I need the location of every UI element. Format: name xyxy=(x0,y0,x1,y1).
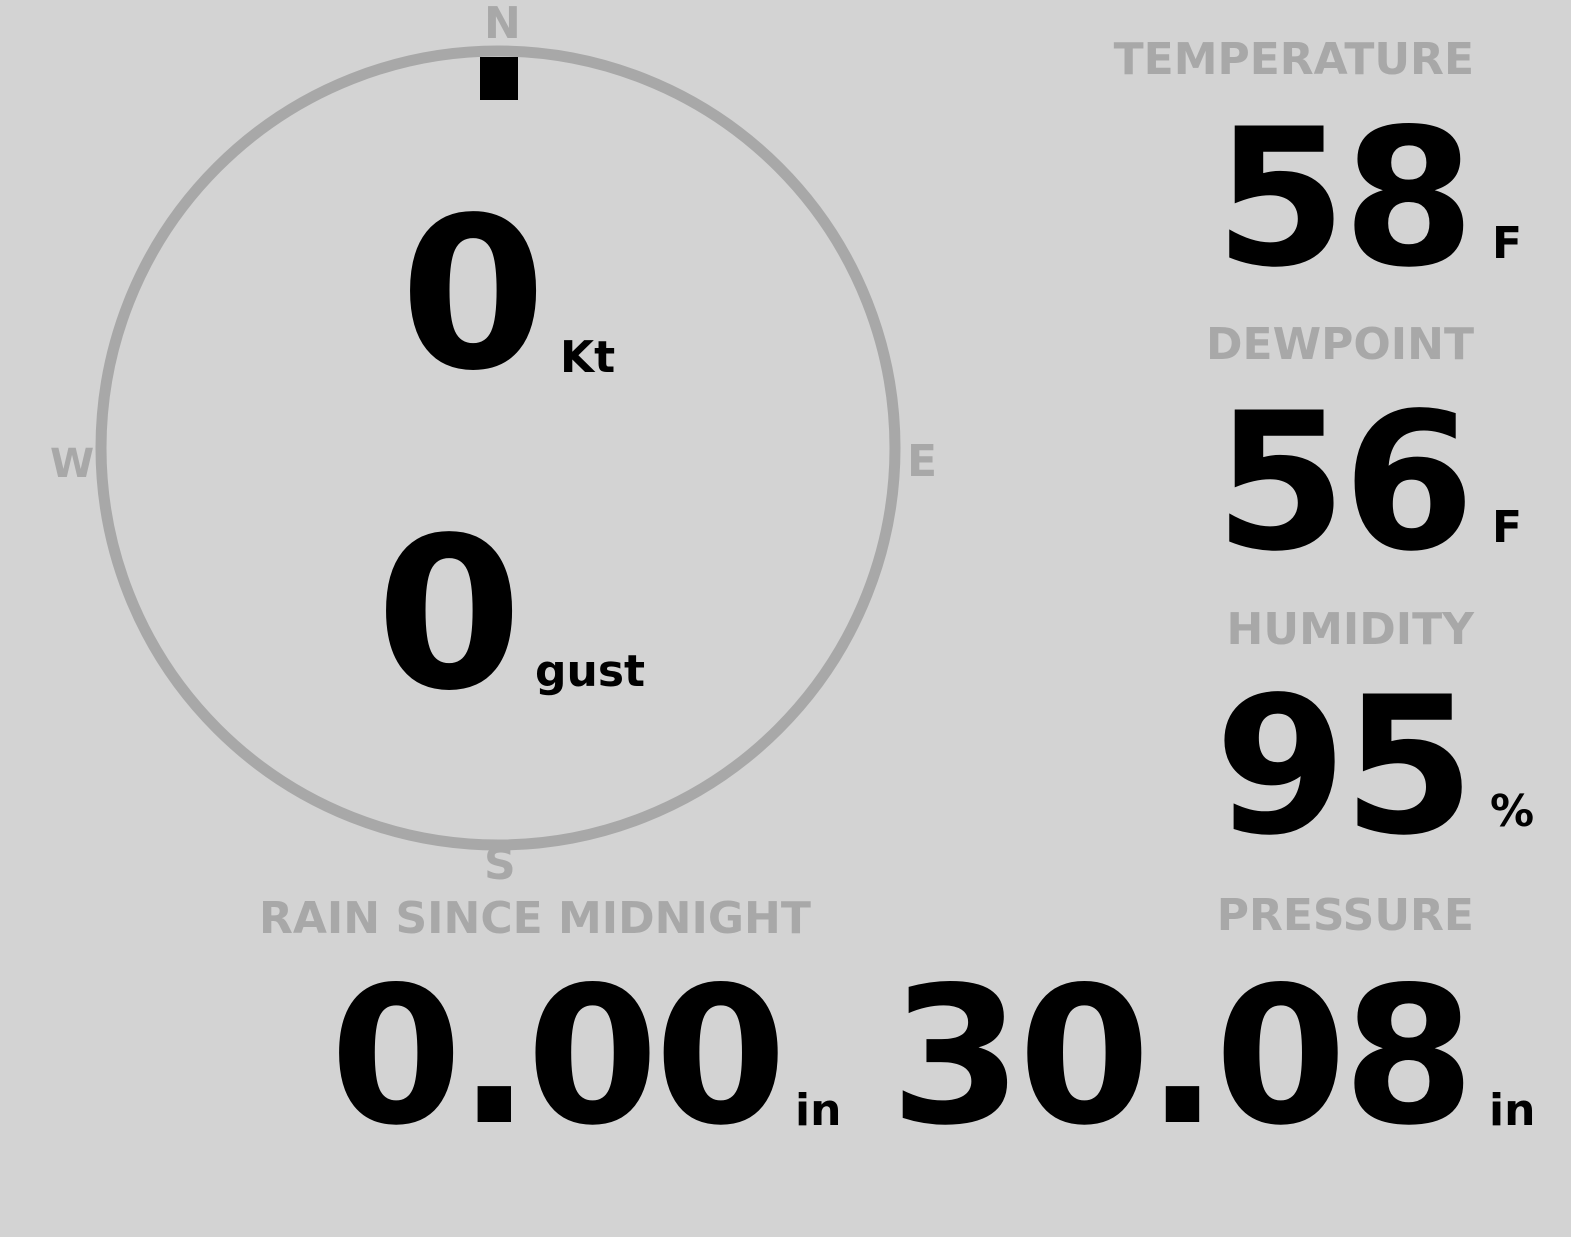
wind-compass xyxy=(95,45,901,851)
rain-value: 0.00 xyxy=(330,946,787,1167)
pressure-unit: in xyxy=(1489,1085,1536,1136)
pressure-label: PRESSURE xyxy=(1216,890,1474,941)
compass-north-label: N xyxy=(484,0,521,49)
rain-label: RAIN SINCE MIDNIGHT xyxy=(259,893,811,944)
compass-west-label: W xyxy=(50,441,95,487)
compass-east-label: E xyxy=(907,436,938,487)
wind-gust-value: 0 xyxy=(376,492,522,737)
wind-gust-unit: gust xyxy=(535,646,646,697)
humidity-label: HUMIDITY xyxy=(1226,604,1474,655)
humidity-value: 95 xyxy=(1214,656,1475,877)
compass-south-label: S xyxy=(484,839,516,890)
wind-speed-value: 0 xyxy=(400,172,546,417)
pressure-value: 30.08 xyxy=(890,946,1475,1167)
temperature-label: TEMPERATURE xyxy=(1113,34,1474,85)
dewpoint-value: 56 xyxy=(1214,372,1475,593)
temperature-unit: F xyxy=(1492,218,1523,269)
wind-speed-unit: Kt xyxy=(560,332,616,383)
temperature-value: 58 xyxy=(1214,88,1475,309)
compass-ring xyxy=(95,45,901,851)
wind-direction-marker xyxy=(480,57,518,100)
dewpoint-label: DEWPOINT xyxy=(1206,319,1474,370)
rain-unit: in xyxy=(795,1085,842,1136)
humidity-unit: % xyxy=(1490,786,1535,837)
dewpoint-unit: F xyxy=(1492,502,1523,553)
